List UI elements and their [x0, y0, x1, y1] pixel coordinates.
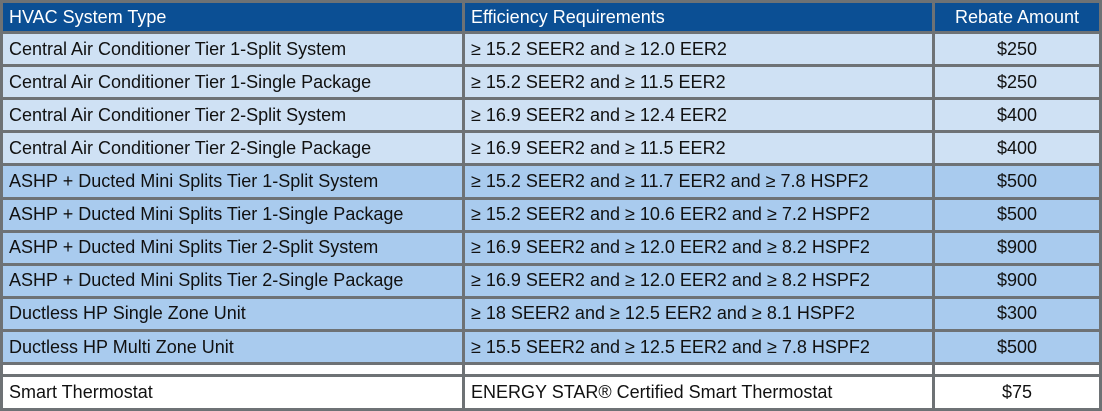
- table-header-row: HVAC System Type Efficiency Requirements…: [3, 3, 1099, 31]
- table-row: ASHP + Ducted Mini Splits Tier 2-Split S…: [3, 232, 1099, 263]
- cell-rebate: $500: [935, 166, 1099, 197]
- cell-requirements: ≥ 16.9 SEER2 and ≥ 12.0 EER2 and ≥ 8.2 H…: [465, 265, 932, 296]
- cell-system-type: ASHP + Ducted Mini Splits Tier 2-Split S…: [3, 232, 462, 263]
- header-hvac-system-type: HVAC System Type: [3, 3, 462, 31]
- table-row: Central Air Conditioner Tier 2-Single Pa…: [3, 133, 1099, 164]
- cell-rebate: $500: [935, 331, 1099, 363]
- table-row: ASHP + Ducted Mini Splits Tier 1-Single …: [3, 199, 1099, 230]
- cell-requirements: ≥ 16.9 SEER2 and ≥ 12.4 EER2: [465, 100, 932, 131]
- table-row: Smart Thermostat ENERGY STAR® Certified …: [3, 376, 1099, 408]
- cell-rebate: $900: [935, 232, 1099, 263]
- table-row: Ductless HP Multi Zone Unit ≥ 15.5 SEER2…: [3, 331, 1099, 363]
- cell-rebate: $400: [935, 133, 1099, 164]
- spacer-cell: [3, 365, 462, 374]
- cell-requirements: ≥ 15.2 SEER2 and ≥ 12.0 EER2: [465, 34, 932, 65]
- cell-system-type: ASHP + Ducted Mini Splits Tier 2-Single …: [3, 265, 462, 296]
- table-row: Central Air Conditioner Tier 1-Split Sys…: [3, 34, 1099, 65]
- cell-requirements: ENERGY STAR® Certified Smart Thermostat: [465, 376, 932, 408]
- cell-rebate: $400: [935, 100, 1099, 131]
- cell-rebate: $900: [935, 265, 1099, 296]
- cell-requirements: ≥ 16.9 SEER2 and ≥ 12.0 EER2 and ≥ 8.2 H…: [465, 232, 932, 263]
- header-efficiency-requirements: Efficiency Requirements: [465, 3, 932, 31]
- table-row: ASHP + Ducted Mini Splits Tier 2-Single …: [3, 265, 1099, 296]
- cell-rebate: $250: [935, 67, 1099, 98]
- cell-rebate: $300: [935, 298, 1099, 329]
- header-rebate-amount: Rebate Amount: [935, 3, 1099, 31]
- cell-system-type: Central Air Conditioner Tier 1-Single Pa…: [3, 67, 462, 98]
- cell-requirements: ≥ 15.2 SEER2 and ≥ 11.5 EER2: [465, 67, 932, 98]
- cell-rebate: $500: [935, 199, 1099, 230]
- cell-system-type: Central Air Conditioner Tier 1-Split Sys…: [3, 34, 462, 65]
- cell-system-type: ASHP + Ducted Mini Splits Tier 1-Split S…: [3, 166, 462, 197]
- cell-system-type: Ductless HP Single Zone Unit: [3, 298, 462, 329]
- cell-requirements: ≥ 18 SEER2 and ≥ 12.5 EER2 and ≥ 8.1 HSP…: [465, 298, 932, 329]
- table-row: ASHP + Ducted Mini Splits Tier 1-Split S…: [3, 166, 1099, 197]
- table-row: Central Air Conditioner Tier 2-Split Sys…: [3, 100, 1099, 131]
- cell-rebate: $75: [935, 376, 1099, 408]
- cell-system-type: Ductless HP Multi Zone Unit: [3, 331, 462, 363]
- cell-system-type: Central Air Conditioner Tier 2-Single Pa…: [3, 133, 462, 164]
- spacer-row: [3, 365, 1099, 374]
- cell-requirements: ≥ 15.2 SEER2 and ≥ 11.7 EER2 and ≥ 7.8 H…: [465, 166, 932, 197]
- cell-system-type: Smart Thermostat: [3, 376, 462, 408]
- cell-rebate: $250: [935, 34, 1099, 65]
- spacer-cell: [465, 365, 932, 374]
- spacer-cell: [935, 365, 1099, 374]
- cell-system-type: Central Air Conditioner Tier 2-Split Sys…: [3, 100, 462, 131]
- cell-requirements: ≥ 16.9 SEER2 and ≥ 11.5 EER2: [465, 133, 932, 164]
- table-row: Central Air Conditioner Tier 1-Single Pa…: [3, 67, 1099, 98]
- table-row: Ductless HP Single Zone Unit ≥ 18 SEER2 …: [3, 298, 1099, 329]
- cell-requirements: ≥ 15.5 SEER2 and ≥ 12.5 EER2 and ≥ 7.8 H…: [465, 331, 932, 363]
- cell-requirements: ≥ 15.2 SEER2 and ≥ 10.6 EER2 and ≥ 7.2 H…: [465, 199, 932, 230]
- cell-system-type: ASHP + Ducted Mini Splits Tier 1-Single …: [3, 199, 462, 230]
